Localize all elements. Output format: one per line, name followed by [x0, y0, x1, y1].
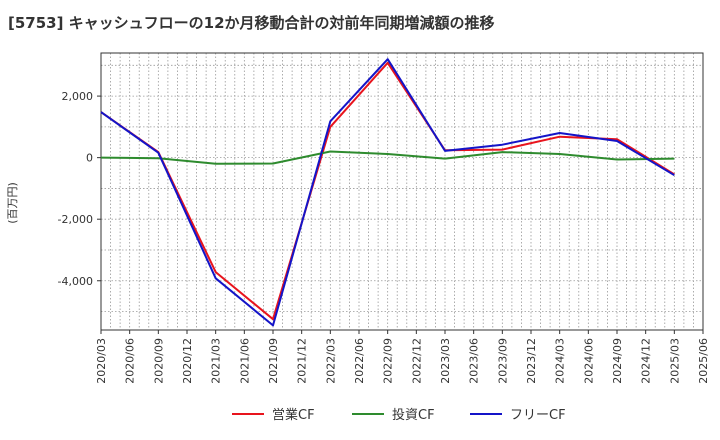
series-lines — [100, 58, 675, 327]
x-tick-label: 2020/09 — [152, 338, 165, 384]
y-tick-label: 2,000 — [62, 90, 94, 103]
y-tick-label: 0 — [86, 152, 93, 165]
x-tick-label: 2021/12 — [296, 338, 309, 384]
x-tick-label: 2025/06 — [697, 338, 710, 384]
legend: 営業CF 投資CF フリーCF — [232, 407, 566, 423]
x-tick-label: 2022/09 — [382, 338, 395, 384]
y-axis-label: (百万円) — [6, 182, 19, 224]
y-axis-ticks: 2,000 0 -2,000 -4,000 — [58, 90, 101, 288]
series-line-投資CF — [100, 150, 675, 165]
x-tick-label: 2021/06 — [238, 338, 251, 384]
chart-title: [5753] キャッシュフローの12か月移動合計の対前年同期増減額の推移 — [8, 14, 495, 32]
x-tick-label: 2021/03 — [210, 338, 223, 384]
x-tick-label: 2020/12 — [181, 338, 194, 384]
legend-label: 投資CF — [392, 407, 435, 423]
x-tick-label: 2020/03 — [95, 338, 108, 384]
x-axis-ticks: 2020/03 2020/06 2020/09 2020/12 2021/03 2021/… — [95, 330, 710, 384]
y-tick-label: -2,000 — [58, 213, 93, 226]
y-tick-label: -4,000 — [58, 275, 93, 288]
series-line-フリーCF — [100, 58, 675, 327]
x-tick-label: 2024/06 — [582, 338, 595, 384]
legend-label: フリーCF — [510, 408, 566, 423]
x-tick-label: 2022/06 — [353, 338, 366, 384]
x-tick-label: 2021/09 — [267, 338, 280, 384]
x-tick-label: 2022/03 — [324, 338, 337, 384]
x-tick-label: 2023/03 — [439, 338, 452, 384]
x-tick-label: 2024/03 — [554, 338, 567, 384]
grid-lines — [101, 53, 703, 330]
x-tick-label: 2020/06 — [124, 338, 137, 384]
x-tick-label: 2022/12 — [410, 338, 423, 384]
legend-label: 営業CF — [272, 407, 315, 423]
plot-frame — [100, 52, 704, 331]
x-tick-label: 2023/12 — [525, 338, 538, 384]
x-tick-label: 2025/03 — [668, 338, 681, 384]
x-tick-label: 2024/12 — [640, 338, 653, 384]
x-tick-label: 2024/09 — [611, 338, 624, 384]
x-tick-label: 2023/06 — [468, 338, 481, 384]
series-line-営業CF — [100, 61, 675, 321]
x-tick-label: 2023/09 — [496, 338, 509, 384]
